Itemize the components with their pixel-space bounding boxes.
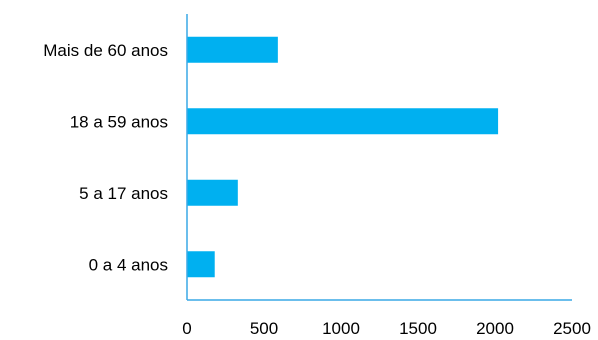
category-label-2: 18 a 59 anos <box>70 112 168 131</box>
x-tick-label-3: 1500 <box>399 319 437 338</box>
category-labels: 0 a 4 anos 5 a 17 anos 18 a 59 anos Mais de… <box>43 41 168 275</box>
x-tick-label-4: 2000 <box>476 319 514 338</box>
bar-0 <box>187 251 215 278</box>
category-label-1: 5 a 17 anos <box>79 184 168 203</box>
bar-2 <box>187 108 499 135</box>
x-tick-label-1: 500 <box>250 319 278 338</box>
x-tick-labels: 0 500 1000 1500 2000 2500 <box>182 319 591 338</box>
bar-3 <box>187 36 278 63</box>
category-label-3: Mais de 60 anos <box>43 41 168 60</box>
x-tick-label-2: 1000 <box>322 319 360 338</box>
x-tick-label-5: 2500 <box>553 319 591 338</box>
bars <box>187 36 499 278</box>
x-tick-label-0: 0 <box>182 319 191 338</box>
bar-1 <box>187 179 238 206</box>
category-label-0: 0 a 4 anos <box>89 255 168 274</box>
